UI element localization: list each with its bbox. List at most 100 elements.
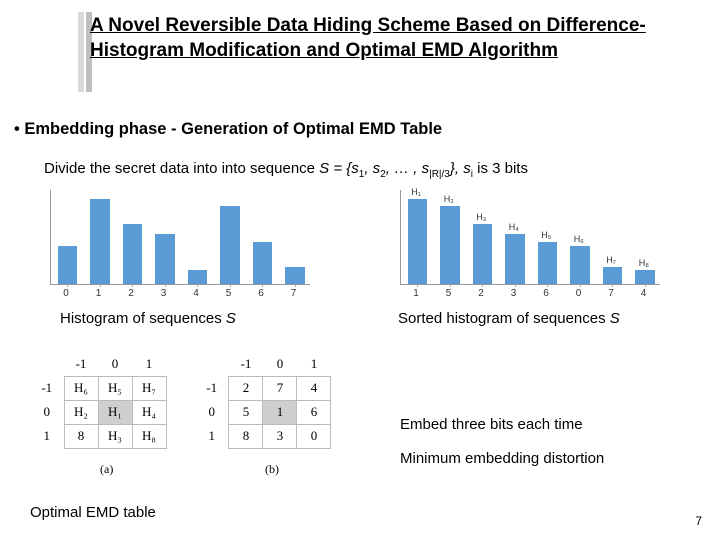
note-embed-bits: Embed three bits each time <box>400 416 583 433</box>
table-cell: 1 <box>263 400 297 424</box>
x-tick-label: 4 <box>641 288 647 299</box>
col-header: -1 <box>229 352 263 376</box>
h-label: H₅ <box>541 230 551 240</box>
table-cell: H₁ <box>98 400 132 424</box>
x-tick-label: 0 <box>63 288 69 299</box>
sorted-histogram-chart: 1H₁5H₂2H₃3H₄6H₅0H₆7H₇4H₈ <box>400 190 660 285</box>
row-header: -1 <box>195 376 229 400</box>
plot-area: 01234567 <box>50 190 310 285</box>
x-tick-label: 0 <box>576 288 582 299</box>
divide-seq: S = {s <box>319 160 359 177</box>
table-cell: H₆ <box>64 376 98 400</box>
table-cell: 6 <box>297 400 331 424</box>
table-cell: 7 <box>263 376 297 400</box>
histogram-chart: 01234567 <box>50 190 310 285</box>
emd-tables: -101-1H₆H₅H₇0H₂H₁H₄18H₃H₈ -101-127405161… <box>30 352 331 449</box>
table-cell: 2 <box>229 376 263 400</box>
h-label: H₄ <box>509 222 519 232</box>
cap1-text: Histogram of sequences <box>60 310 226 327</box>
bar <box>473 224 493 284</box>
x-tick-label: 5 <box>226 288 232 299</box>
x-tick-label: 7 <box>291 288 297 299</box>
col-header: 1 <box>297 352 331 376</box>
table-cell: H₂ <box>64 400 98 424</box>
table-cell: H₄ <box>132 400 166 424</box>
x-tick-label: 1 <box>413 288 419 299</box>
bar <box>90 199 110 285</box>
cap2-text: Sorted histogram of sequences <box>398 310 610 327</box>
slide-title: A Novel Reversible Data Hiding Scheme Ba… <box>90 14 650 63</box>
divide-suffix: is 3 bits <box>473 160 528 177</box>
bar <box>570 246 590 284</box>
bar <box>220 206 240 284</box>
bar <box>538 242 558 284</box>
section-heading: • Embedding phase - Generation of Optima… <box>14 120 442 139</box>
h-label: H₂ <box>444 194 454 204</box>
row-header: 0 <box>195 400 229 424</box>
table-cell: H₇ <box>132 376 166 400</box>
table-cell: H₅ <box>98 376 132 400</box>
x-tick-label: 1 <box>96 288 102 299</box>
x-tick-label: 6 <box>543 288 549 299</box>
cap1-S: S <box>226 310 236 327</box>
bar <box>123 224 143 284</box>
bar <box>408 199 428 285</box>
table-cell: 5 <box>229 400 263 424</box>
col-header: -1 <box>64 352 98 376</box>
m2: , … , s <box>386 160 429 177</box>
col-header: 0 <box>98 352 132 376</box>
emd-table-b: -101-127405161830 <box>195 352 332 449</box>
emd-table-a: -101-1H₆H₅H₇0H₂H₁H₄18H₃H₈ <box>30 352 167 449</box>
x-tick-label: 2 <box>128 288 134 299</box>
table-cell: H₈ <box>132 424 166 448</box>
sorted-histogram-caption: Sorted histogram of sequences S <box>398 310 620 327</box>
sub3: |R|/3 <box>429 169 450 180</box>
bar <box>253 242 273 284</box>
histogram-caption: Histogram of sequences S <box>60 310 236 327</box>
x-tick-label: 2 <box>478 288 484 299</box>
h-label: H₇ <box>606 255 616 265</box>
table-cell: H₃ <box>98 424 132 448</box>
emd-table-caption: Optimal EMD table <box>30 504 156 521</box>
col-header: 0 <box>263 352 297 376</box>
bar <box>603 267 623 284</box>
bar <box>505 234 525 284</box>
x-tick-label: 6 <box>258 288 264 299</box>
x-tick-label: 3 <box>511 288 517 299</box>
bar <box>58 246 78 284</box>
row-header: 0 <box>30 400 64 424</box>
table-cell: 8 <box>229 424 263 448</box>
plot-area-2: 1H₁5H₂2H₃3H₄6H₅0H₆7H₇4H₈ <box>400 190 660 285</box>
h-label: H₈ <box>639 258 649 268</box>
page-number: 7 <box>695 514 702 528</box>
note-min-distortion: Minimum embedding distortion <box>400 450 604 467</box>
bar <box>635 270 655 284</box>
col-header: 1 <box>132 352 166 376</box>
cap2-S: S <box>610 310 620 327</box>
divide-sentence: Divide the secret data into into sequenc… <box>44 160 528 180</box>
bar <box>188 270 208 284</box>
table-cell: 8 <box>64 424 98 448</box>
x-tick-label: 4 <box>193 288 199 299</box>
table-b-label: (b) <box>265 462 279 477</box>
x-tick-label: 7 <box>608 288 614 299</box>
m1: , s <box>364 160 380 177</box>
bar <box>440 206 460 284</box>
h-label: H₁ <box>411 187 421 197</box>
table-a-label: (a) <box>100 462 113 477</box>
h-label: H₆ <box>574 234 584 244</box>
m3: }, s <box>450 160 471 177</box>
table-cell: 3 <box>263 424 297 448</box>
row-header: -1 <box>30 376 64 400</box>
x-tick-label: 3 <box>161 288 167 299</box>
bar <box>155 234 175 284</box>
bar <box>285 267 305 284</box>
title-accent-bar-1 <box>78 12 84 92</box>
table-cell: 0 <box>297 424 331 448</box>
divide-prefix: Divide the secret data into into sequenc… <box>44 160 319 177</box>
row-header: 1 <box>30 424 64 448</box>
table-cell: 4 <box>297 376 331 400</box>
h-label: H₃ <box>476 212 486 222</box>
row-header: 1 <box>195 424 229 448</box>
x-tick-label: 5 <box>446 288 452 299</box>
